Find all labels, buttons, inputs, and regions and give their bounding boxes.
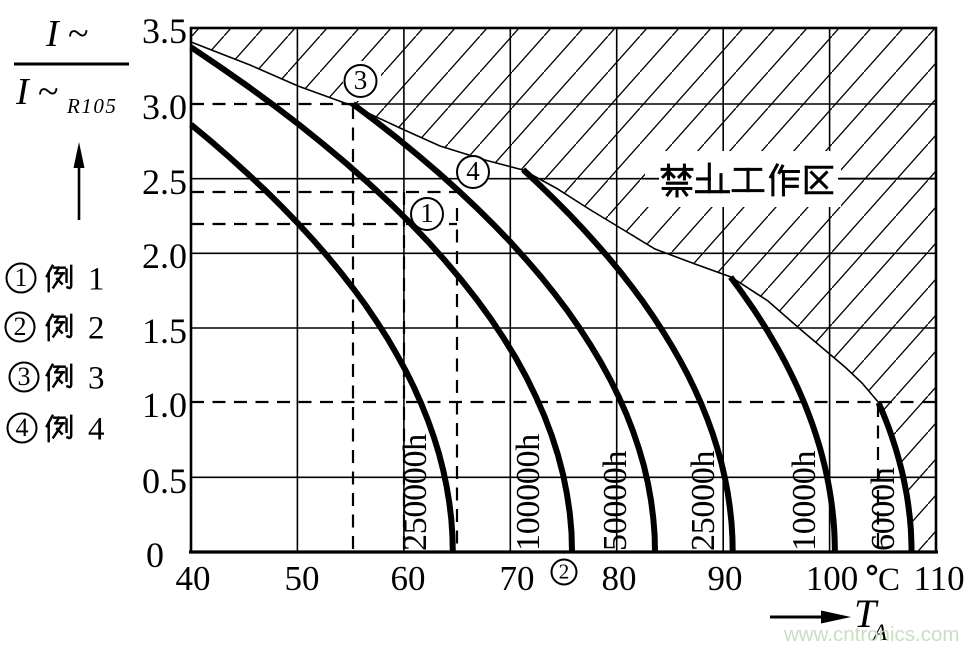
svg-text:1: 1 <box>88 262 105 298</box>
svg-text:1.5: 1.5 <box>142 311 187 351</box>
svg-text:www.cntronics.com: www.cntronics.com <box>783 623 959 646</box>
svg-text:I: I <box>45 13 61 55</box>
svg-text:25000h: 25000h <box>685 450 722 551</box>
svg-text:70: 70 <box>500 559 535 598</box>
svg-text:1: 1 <box>15 263 28 292</box>
svg-text:50: 50 <box>285 559 320 598</box>
svg-text:C: C <box>878 562 900 598</box>
svg-text:4: 4 <box>466 156 480 186</box>
svg-text:110: 110 <box>913 559 964 598</box>
svg-text:250000h: 250000h <box>397 434 434 551</box>
svg-text:2: 2 <box>559 560 570 584</box>
svg-text:90: 90 <box>708 559 743 598</box>
svg-text:2: 2 <box>14 312 27 341</box>
svg-text:40: 40 <box>176 559 211 598</box>
svg-text:100000h: 100000h <box>510 434 547 551</box>
svg-text:I: I <box>15 71 31 113</box>
svg-text:R105: R105 <box>66 94 117 118</box>
svg-text:2.5: 2.5 <box>142 162 187 202</box>
svg-text:T: T <box>854 591 879 636</box>
svg-text:~: ~ <box>68 13 89 55</box>
svg-text:0.5: 0.5 <box>142 461 187 501</box>
svg-text:2: 2 <box>88 311 105 347</box>
svg-text:10000h: 10000h <box>786 450 823 551</box>
svg-text:~: ~ <box>38 71 59 113</box>
svg-text:60: 60 <box>391 559 426 598</box>
svg-text:3: 3 <box>18 362 31 391</box>
svg-text:4: 4 <box>88 412 105 448</box>
svg-text:3.5: 3.5 <box>142 11 187 51</box>
svg-text:1.0: 1.0 <box>142 385 187 425</box>
svg-text:3: 3 <box>354 65 368 95</box>
svg-text:3.0: 3.0 <box>142 87 187 127</box>
svg-text:2.0: 2.0 <box>142 236 187 276</box>
svg-text:A: A <box>871 620 888 645</box>
svg-text:3: 3 <box>88 361 105 397</box>
svg-text:50000h: 50000h <box>597 450 634 551</box>
svg-text:80: 80 <box>602 559 637 598</box>
svg-text:1: 1 <box>420 198 434 228</box>
svg-text:4: 4 <box>16 413 29 442</box>
svg-text:0: 0 <box>146 535 164 575</box>
svg-text:6000h: 6000h <box>865 467 902 551</box>
svg-text:100: 100 <box>806 559 859 598</box>
